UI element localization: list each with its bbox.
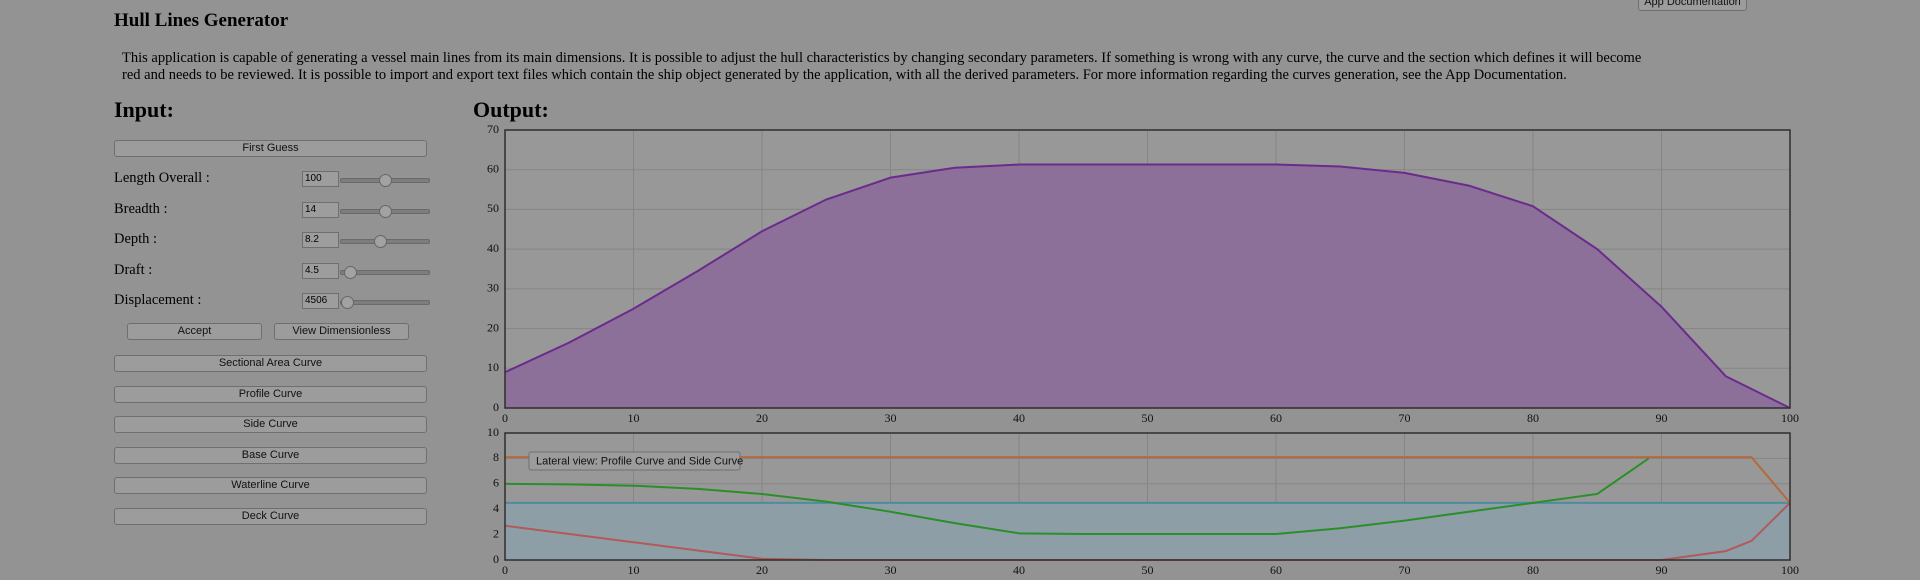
y-tick-label: 4 bbox=[493, 501, 499, 515]
x-tick-label: 40 bbox=[1013, 563, 1025, 577]
y-tick-label: 10 bbox=[487, 425, 499, 439]
field-input[interactable]: 14 bbox=[302, 201, 339, 218]
x-tick-label: 30 bbox=[885, 563, 897, 577]
x-tick-label: 70 bbox=[1399, 411, 1411, 425]
data-line bbox=[504, 457, 1650, 535]
slider-track bbox=[340, 204, 430, 218]
field-input[interactable]: 8.2 bbox=[302, 232, 339, 249]
curve-button[interactable]: Profile Curve bbox=[114, 385, 427, 403]
view-dimensionless-button[interactable]: View Dimensionless bbox=[274, 323, 409, 340]
doc-button[interactable]: App Documentation bbox=[1638, 0, 1747, 11]
description-line: red and needs to be reviewed. It is poss… bbox=[122, 67, 1567, 83]
curve-button[interactable]: Sectional Area Curve bbox=[114, 355, 427, 372]
x-tick-label: 40 bbox=[1013, 411, 1025, 425]
field-label: Draft : bbox=[114, 261, 153, 278]
slider-track bbox=[340, 174, 430, 187]
y-tick-label: 2 bbox=[493, 526, 499, 540]
y-tick-label: 40 bbox=[487, 241, 499, 255]
y-tick-label: 8 bbox=[493, 450, 499, 464]
slider-track bbox=[340, 296, 430, 310]
x-tick-label: 100 bbox=[1781, 411, 1799, 425]
field-input[interactable]: 4506 bbox=[302, 293, 339, 310]
field-label: Displacement : bbox=[114, 292, 202, 309]
curve-button[interactable]: Waterline Curve bbox=[114, 477, 427, 495]
y-tick-label: 20 bbox=[487, 320, 499, 334]
curve-button[interactable]: Base Curve bbox=[114, 446, 427, 464]
output-heading: Output: bbox=[473, 97, 549, 122]
app-title: Hull Lines Generator bbox=[114, 10, 289, 31]
x-tick-label: 70 bbox=[1399, 563, 1411, 577]
annotation: Lateral view: Profile Curve and Side Cur… bbox=[536, 455, 743, 467]
field-label: Length Overall : bbox=[114, 170, 210, 186]
plot-frame bbox=[504, 432, 1791, 561]
slider-thumb[interactable] bbox=[374, 235, 387, 249]
area-fill bbox=[505, 164, 1790, 408]
plot-frame bbox=[504, 129, 1791, 409]
x-tick-label: 0 bbox=[502, 411, 508, 425]
y-tick-label: 60 bbox=[487, 161, 499, 175]
x-tick-label: 10 bbox=[628, 563, 640, 577]
x-tick-label: 50 bbox=[1142, 411, 1154, 425]
x-tick-label: 10 bbox=[628, 411, 640, 425]
field-input[interactable]: 100 bbox=[302, 171, 339, 187]
field-input[interactable]: 4.5 bbox=[302, 262, 339, 279]
input-heading: Input: bbox=[114, 97, 174, 122]
x-tick-label: 80 bbox=[1527, 411, 1539, 425]
x-tick-label: 90 bbox=[1656, 411, 1668, 425]
y-tick-label: 6 bbox=[493, 476, 499, 490]
y-tick-label: 10 bbox=[487, 360, 499, 374]
description-line: This application is capable of generatin… bbox=[122, 50, 1642, 66]
accept-button[interactable]: Accept bbox=[127, 323, 262, 340]
x-tick-label: 20 bbox=[756, 563, 768, 577]
area-fill bbox=[505, 502, 1790, 560]
curve-button[interactable]: Side Curve bbox=[114, 416, 427, 434]
x-tick-label: 30 bbox=[885, 411, 897, 425]
data-line bbox=[505, 456, 1791, 504]
y-tick-label: 0 bbox=[493, 552, 499, 566]
first-guess-button[interactable]: First Guess bbox=[114, 140, 427, 157]
x-tick-label: 90 bbox=[1656, 563, 1668, 577]
x-tick-label: 80 bbox=[1527, 563, 1539, 577]
y-tick-label: 50 bbox=[487, 201, 499, 215]
y-tick-label: 0 bbox=[493, 400, 499, 414]
slider-thumb[interactable] bbox=[379, 204, 392, 218]
x-tick-label: 60 bbox=[1270, 563, 1282, 577]
x-tick-label: 50 bbox=[1142, 563, 1154, 577]
slider-thumb[interactable] bbox=[344, 265, 357, 279]
x-tick-label: 60 bbox=[1270, 411, 1282, 425]
x-tick-label: 100 bbox=[1781, 563, 1799, 577]
x-tick-label: 0 bbox=[502, 563, 508, 577]
field-label: Depth : bbox=[114, 231, 158, 248]
field-label: Breadth : bbox=[114, 200, 168, 217]
slider-track bbox=[340, 235, 430, 249]
annotation-box bbox=[528, 451, 741, 471]
y-tick-label: 70 bbox=[487, 122, 499, 136]
slider-thumb[interactable] bbox=[341, 296, 354, 310]
y-tick-label: 30 bbox=[487, 281, 499, 295]
data-line bbox=[504, 163, 1791, 409]
slider-thumb[interactable] bbox=[379, 174, 392, 187]
x-tick-label: 20 bbox=[756, 411, 768, 425]
slider-track bbox=[340, 265, 430, 279]
curve-button[interactable]: Deck Curve bbox=[114, 508, 427, 525]
